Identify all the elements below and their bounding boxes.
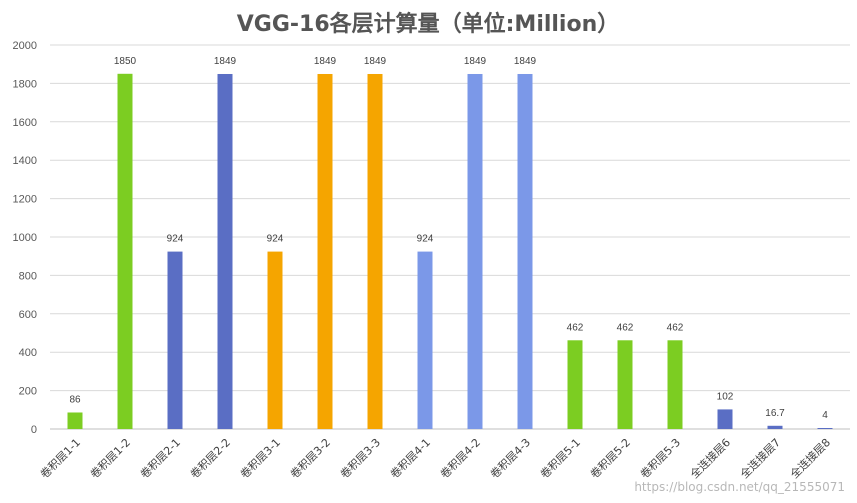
data-labels: 86 1850 924 1849 924 1849 1849 924 1849 1849 462 46…	[69, 56, 828, 421]
y-tick-label: 2000	[13, 40, 37, 52]
x-tick-label: 卷积层3-1	[237, 435, 283, 481]
data-label: 4	[822, 410, 828, 421]
x-tick-label: 全连接层6	[687, 435, 733, 481]
y-tick-label: 800	[19, 270, 37, 282]
data-label: 1849	[314, 56, 337, 67]
y-tick-label: 600	[19, 309, 37, 321]
bar	[417, 251, 433, 429]
x-tick-label: 卷积层1-2	[87, 435, 133, 481]
bar	[517, 73, 533, 429]
x-tick-label: 卷积层3-2	[287, 435, 333, 481]
x-tick-label: 卷积层2-1	[137, 435, 183, 481]
data-label: 1849	[214, 56, 237, 67]
chart-title: VGG-16各层计算量（单位:Million）	[237, 11, 620, 37]
y-axis-ticks: 0 200 400 600 800 1000 1200 1400 1600 1800 2000	[13, 40, 37, 436]
data-label: 462	[667, 322, 684, 333]
bar	[317, 73, 333, 429]
grid-lines	[50, 44, 850, 430]
x-tick-label: 卷积层5-2	[587, 435, 633, 481]
y-tick-label: 0	[31, 424, 37, 436]
watermark-text: https://blog.csdn.net/qq_21555071	[634, 480, 845, 494]
x-tick-label: 卷积层4-3	[487, 435, 533, 481]
data-label: 1849	[364, 56, 387, 67]
data-label: 462	[617, 322, 634, 333]
y-tick-label: 1800	[13, 78, 37, 90]
x-tick-label: 卷积层4-2	[437, 435, 483, 481]
bar	[117, 73, 133, 430]
y-tick-label: 1000	[13, 232, 37, 244]
bar	[617, 340, 633, 429]
x-tick-label: 卷积层2-2	[187, 435, 233, 481]
bar	[717, 409, 733, 429]
y-tick-label: 200	[19, 386, 37, 398]
bar	[667, 340, 683, 429]
x-tick-label: 卷积层4-1	[387, 435, 433, 481]
bar	[367, 73, 383, 429]
data-label: 1849	[514, 56, 537, 67]
bar	[267, 251, 283, 429]
x-tick-label: 卷积层5-3	[637, 435, 683, 481]
bar	[567, 340, 583, 429]
y-tick-label: 1400	[13, 155, 37, 167]
y-tick-label: 1600	[13, 117, 37, 129]
bar	[217, 73, 233, 429]
bar	[817, 428, 833, 429]
bar	[467, 73, 483, 429]
data-label: 102	[717, 391, 734, 402]
data-label: 462	[567, 322, 584, 333]
y-tick-label: 1200	[13, 194, 37, 206]
data-label: 16.7	[765, 408, 785, 419]
bars	[67, 73, 833, 430]
y-tick-label: 400	[19, 347, 37, 359]
data-label: 924	[417, 234, 434, 245]
x-tick-label: 卷积层1-1	[37, 435, 83, 481]
data-label: 924	[267, 234, 284, 245]
data-label: 86	[69, 394, 81, 405]
x-tick-label: 卷积层5-1	[537, 435, 583, 481]
bar	[767, 425, 783, 429]
x-tick-label: 卷积层3-3	[337, 435, 383, 481]
data-label: 1850	[114, 56, 137, 67]
x-tick-label: 全连接层7	[737, 435, 783, 481]
bar	[67, 412, 83, 429]
bar	[167, 251, 183, 429]
x-axis-ticks: 卷积层1-1 卷积层1-2 卷积层2-1 卷积层2-2 卷积层3-1 卷积层3-2 卷积层3…	[37, 435, 833, 481]
data-label: 1849	[464, 56, 487, 67]
x-tick-label: 全连接层8	[787, 435, 833, 481]
data-label: 924	[167, 234, 184, 245]
